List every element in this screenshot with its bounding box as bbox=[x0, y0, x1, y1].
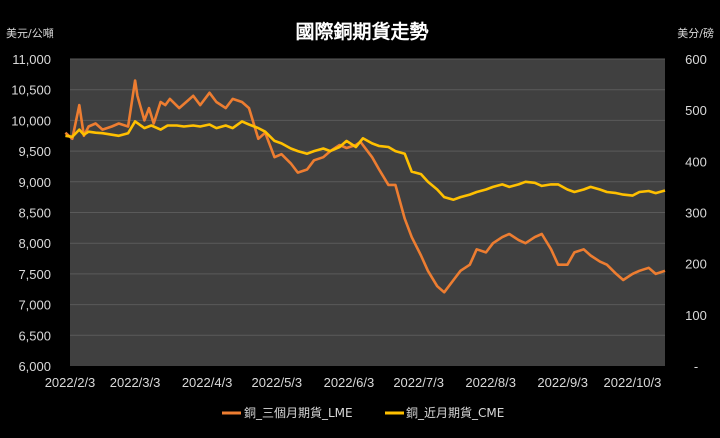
right-tick-label: 300 bbox=[685, 206, 707, 221]
right-axis-ticks: - 100 200 300 400 500 600 bbox=[685, 52, 707, 374]
left-tick-label: 7,500 bbox=[18, 267, 51, 282]
left-axis-ticks: 6,000 6,500 7,000 7,500 8,000 8,500 9,000 9,500… bbox=[11, 52, 51, 374]
legend-label: 銅_近月期貨_CME bbox=[406, 405, 504, 420]
series-layer bbox=[64, 79, 666, 294]
legend-label: 銅_三個月期貨_LME bbox=[244, 405, 353, 420]
x-tick-label: 2022/8/3 bbox=[465, 375, 516, 390]
left-tick-label: 6,500 bbox=[18, 328, 51, 343]
series-line-1 bbox=[64, 79, 666, 294]
right-tick-label: 600 bbox=[685, 52, 707, 67]
left-tick-label: 10,000 bbox=[11, 113, 51, 128]
x-tick-label: 2022/4/3 bbox=[182, 375, 233, 390]
right-tick-label: 500 bbox=[685, 103, 707, 118]
left-tick-label: 7,000 bbox=[18, 298, 51, 313]
left-tick-label: 8,000 bbox=[18, 236, 51, 251]
left-tick-label: 10,500 bbox=[11, 83, 51, 98]
x-tick-label: 2022/2/3 bbox=[45, 375, 96, 390]
chart-title: 國際銅期貨走勢 bbox=[295, 20, 428, 43]
left-tick-label: 9,000 bbox=[18, 175, 51, 190]
left-tick-label: 9,500 bbox=[18, 144, 51, 159]
x-axis-ticks: 2022/2/3 2022/3/3 2022/4/3 2022/5/3 2022/6/3… bbox=[45, 375, 662, 390]
x-tick-label: 2022/9/3 bbox=[537, 375, 588, 390]
left-axis-unit: 美元/公噸 bbox=[6, 26, 54, 40]
x-tick-label: 2022/6/3 bbox=[324, 375, 375, 390]
x-tick-label: 2022/5/3 bbox=[252, 375, 303, 390]
right-tick-label: 200 bbox=[685, 257, 707, 272]
series-line-2 bbox=[65, 120, 666, 201]
right-tick-label: - bbox=[694, 359, 698, 374]
x-tick-label: 2022/10/3 bbox=[604, 375, 662, 390]
right-tick-label: 100 bbox=[685, 308, 707, 323]
left-tick-label: 6,000 bbox=[18, 359, 51, 374]
gridlines bbox=[70, 58, 665, 336]
right-tick-label: 400 bbox=[685, 154, 707, 169]
x-tick-label: 2022/3/3 bbox=[110, 375, 161, 390]
x-tick-label: 2022/7/3 bbox=[393, 375, 444, 390]
left-tick-label: 11,000 bbox=[12, 52, 51, 67]
right-axis-unit: 美分/磅 bbox=[677, 26, 714, 40]
left-tick-label: 8,500 bbox=[18, 206, 51, 221]
legend: 銅_三個月期貨_LME 銅_近月期貨_CME bbox=[222, 405, 504, 420]
